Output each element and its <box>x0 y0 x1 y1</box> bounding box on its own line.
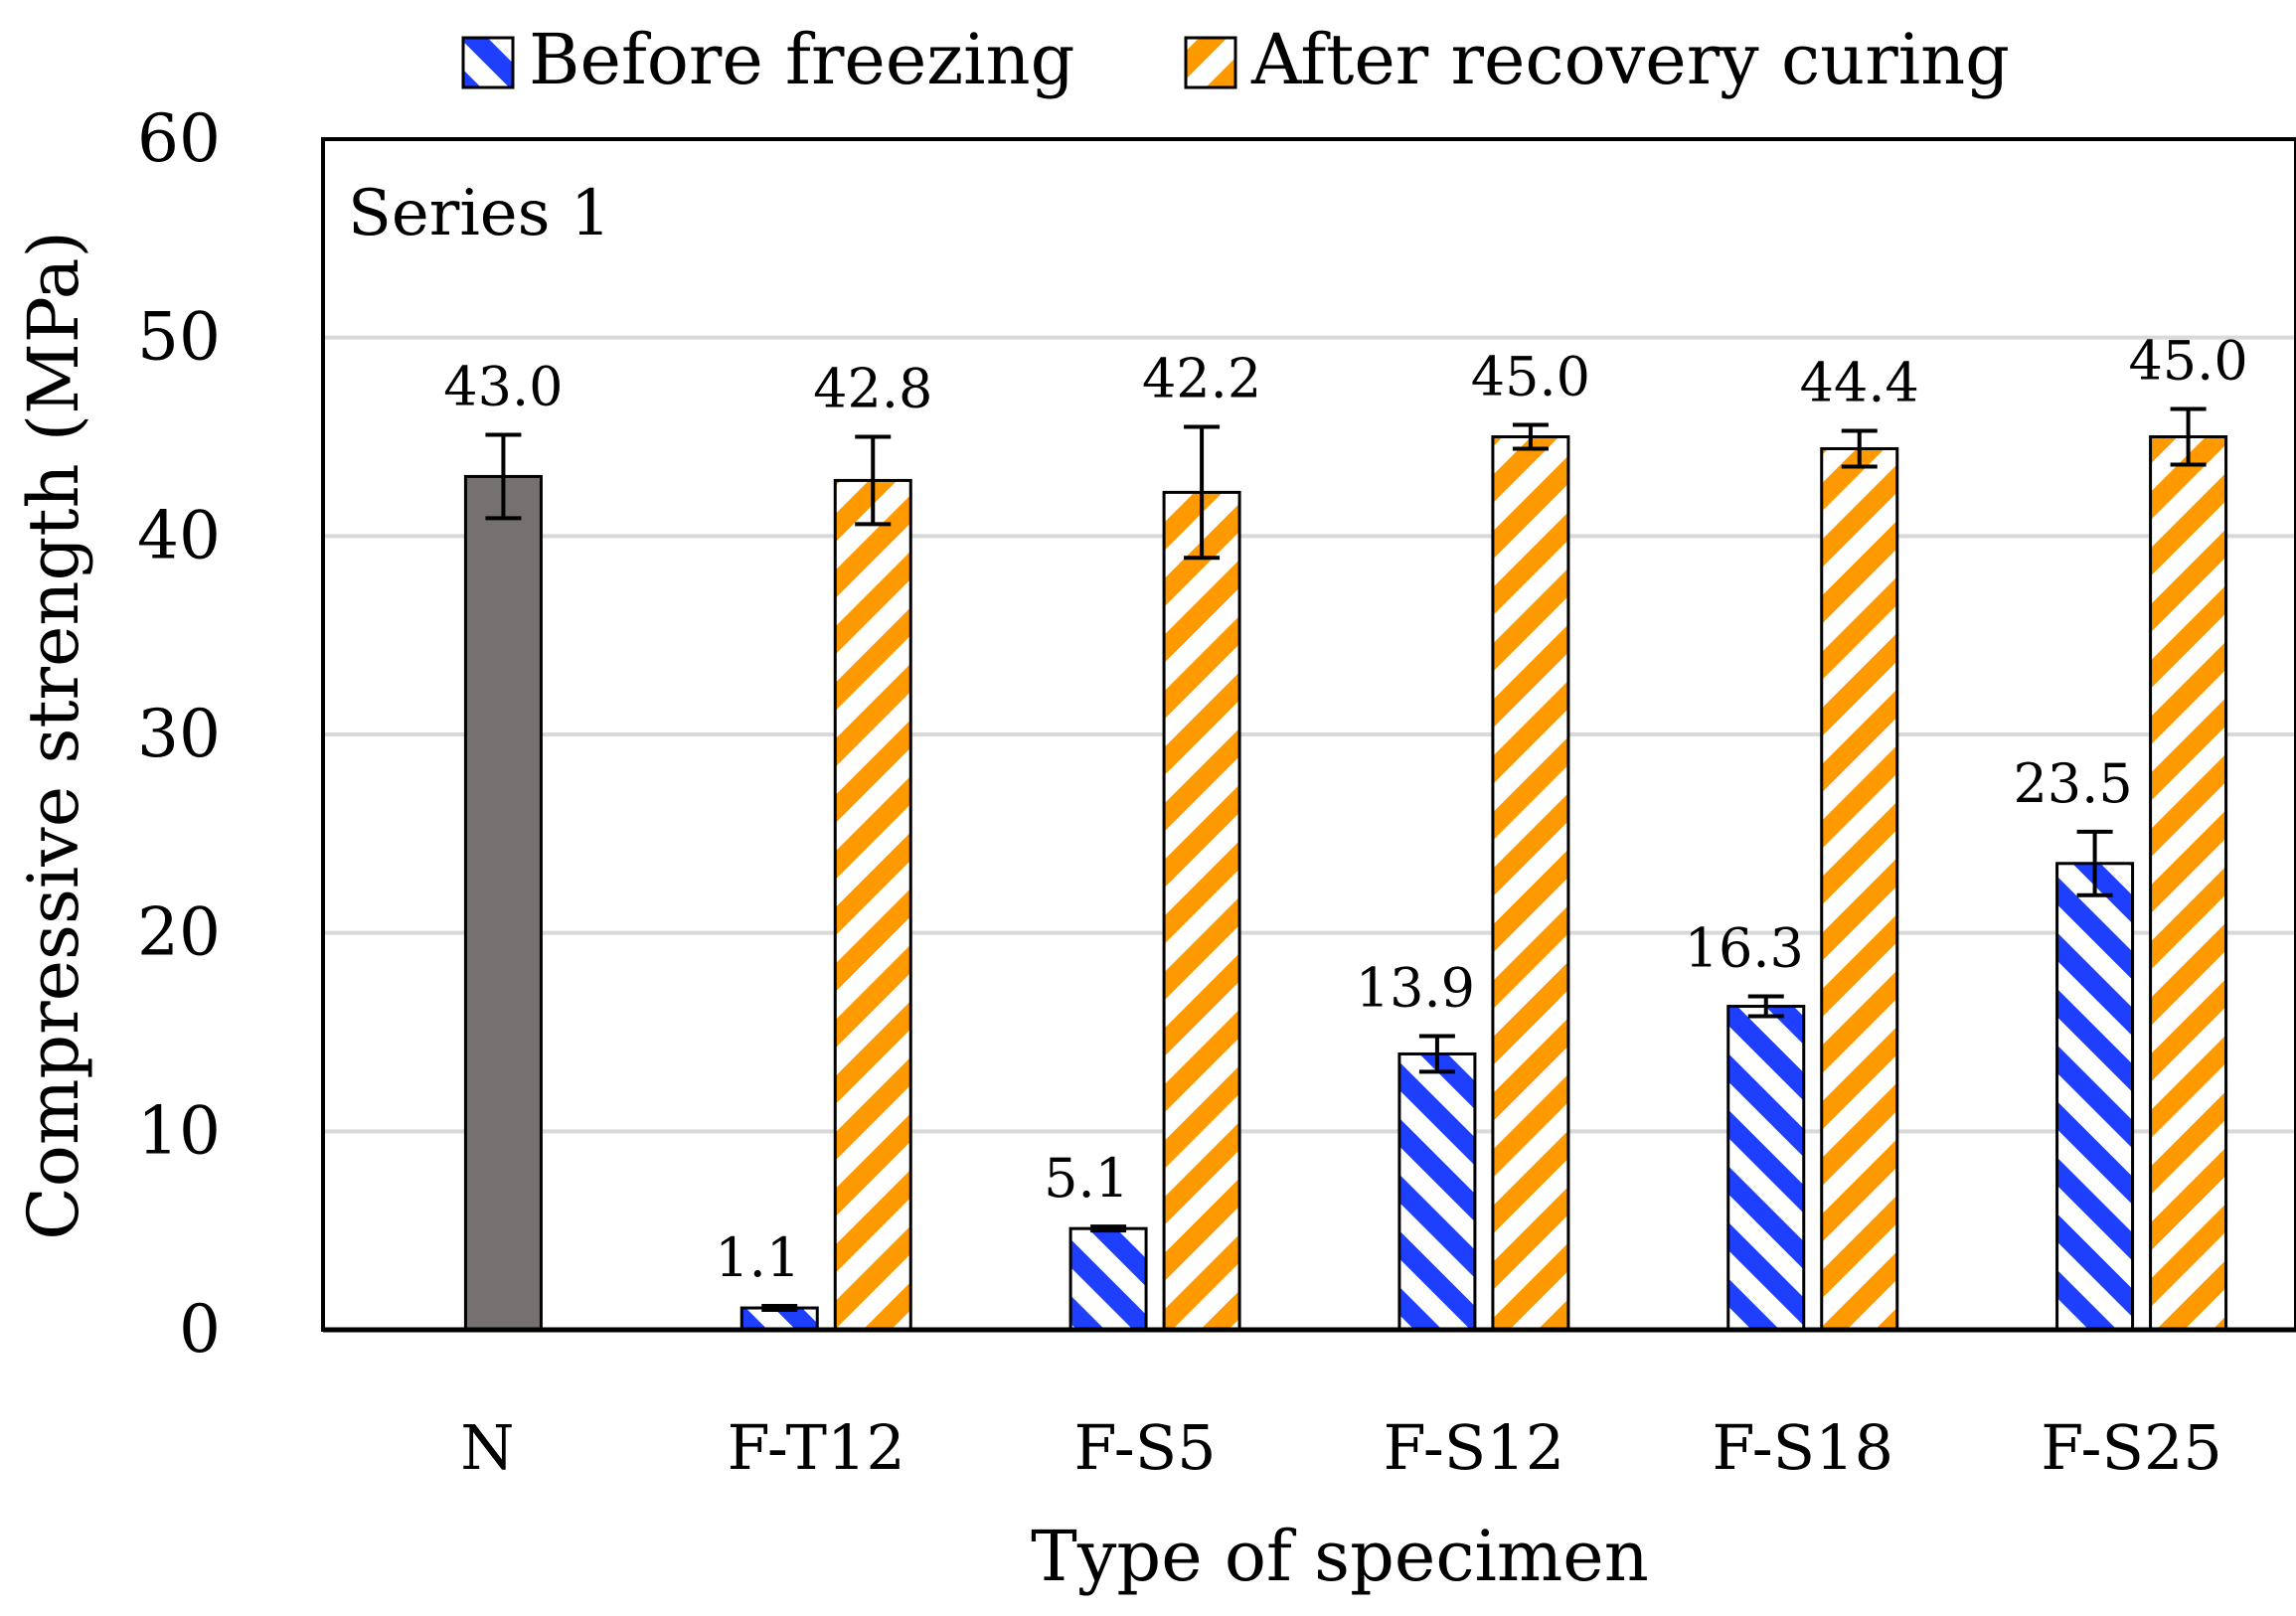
x-tick-label-f-s18: F-S18 <box>1712 1411 1893 1484</box>
data-label-after-recovery-curing-f-s12: 45.0 <box>1471 346 1590 408</box>
y-tick-label-60: 60 <box>137 100 221 177</box>
bar-before-freezing-f-s12 <box>1397 1051 1477 1332</box>
legend: Before freezing After recovery curing <box>461 19 2010 100</box>
bar-before-freezing-f-s18 <box>1726 1005 1806 1332</box>
y-tick-label-20: 20 <box>137 894 221 971</box>
x-axis-title: Type of specimen <box>1031 1516 1649 1597</box>
y-tick-label-0: 0 <box>179 1291 221 1368</box>
gridlines <box>323 335 2296 1134</box>
bar-n <box>463 474 543 1332</box>
data-label-after-recovery-curing-f-s5: 42.2 <box>1142 348 1261 410</box>
x-tick-label-f-s12: F-S12 <box>1384 1411 1565 1484</box>
data-label-before-freezing-f-s5: 5.1 <box>1044 1147 1129 1210</box>
data-label-before-freezing-f-s25: 23.5 <box>2013 752 2132 815</box>
x-tick-label-f-t12: F-T12 <box>728 1411 905 1484</box>
bar-after-recovery-curing-f-s25 <box>2149 435 2228 1332</box>
bar-after-recovery-curing-f-s12 <box>1491 435 1570 1332</box>
x-tick-label-f-s25: F-S25 <box>2041 1411 2222 1484</box>
data-label-after-recovery-curing-f-s18: 44.4 <box>1800 352 1919 414</box>
bar-after-recovery-curing-f-s5 <box>1162 490 1241 1332</box>
x-tick-labels: N F-T12 F-S5 F-S12 F-S18 F-S25 <box>460 1411 2222 1484</box>
data-label-after-recovery-curing-f-s25: 45.0 <box>2128 330 2247 393</box>
bar-after-recovery-curing-f-t12 <box>833 478 912 1332</box>
bar-before-freezing-f-s25 <box>2055 862 2135 1332</box>
data-label-after-recovery-curing-f-t12: 42.8 <box>813 358 932 420</box>
y-tick-label-30: 30 <box>137 696 221 772</box>
y-tick-label-50: 50 <box>137 299 221 376</box>
data-labels: 43.0 1.1 42.8 5.1 42.2 13.9 45.0 16.3 44.4 23.5 45… <box>443 330 2247 1289</box>
bars <box>463 406 2228 1332</box>
y-tick-labels: 0 10 20 30 40 50 60 <box>137 100 221 1368</box>
data-label-before-freezing-f-s12: 13.9 <box>1356 956 1475 1019</box>
legend-label-before-freezing: Before freezing <box>529 19 1074 100</box>
bar-after-recovery-curing-f-s18 <box>1820 446 1899 1332</box>
legend-swatch-after-recovery-curing <box>1184 36 1237 89</box>
x-tick-label-f-s5: F-S5 <box>1074 1411 1217 1484</box>
bar-before-freezing-f-s5 <box>1068 1226 1148 1332</box>
data-label-before-freezing-f-t12: 1.1 <box>715 1226 800 1289</box>
data-label-n: 43.0 <box>443 356 563 418</box>
panel-label: Series 1 <box>348 177 611 250</box>
legend-swatch-before-freezing <box>461 36 515 89</box>
legend-label-after-recovery-curing: After recovery curing <box>1250 19 2010 100</box>
y-tick-label-40: 40 <box>137 497 221 573</box>
data-label-before-freezing-f-s18: 16.3 <box>1685 917 1804 980</box>
y-tick-label-10: 10 <box>137 1092 221 1169</box>
x-tick-label-n: N <box>460 1411 514 1484</box>
y-axis-title: Compressive strength (MPa) <box>13 231 94 1240</box>
